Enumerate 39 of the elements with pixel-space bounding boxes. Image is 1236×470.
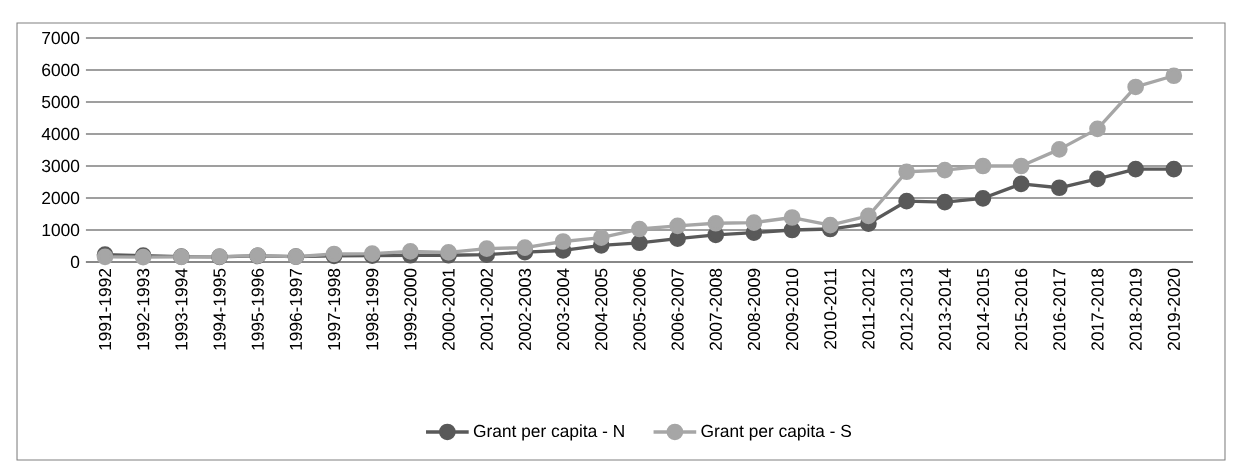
x-tick-label: 2001-2002	[480, 268, 493, 351]
x-tick-label: 2002-2003	[518, 268, 532, 351]
x-tick-label: 1993-1994	[175, 268, 188, 350]
x-tick-label: 2011-2012	[862, 268, 875, 349]
x-tick-label: 1992-1993	[137, 268, 150, 350]
y-tick-label: 7000	[42, 31, 80, 45]
x-tick-label: 2009-2010	[785, 268, 799, 351]
y-tick-label: 6000	[42, 63, 80, 77]
x-tick-label: 2014-2015	[976, 268, 990, 351]
x-tick-label: 2007-2008	[709, 268, 722, 351]
x-tick-label: 2019-2020	[1167, 268, 1180, 351]
x-tick-label: 1996-1997	[289, 268, 302, 350]
x-tick-label: 2012-2013	[900, 268, 913, 351]
x-tick-label: 2017-2018	[1091, 268, 1104, 351]
x-tick-label: 1991-1992	[98, 268, 112, 350]
x-tick-label: 1995-1996	[251, 268, 264, 350]
x-tick-label: 1994-1995	[213, 268, 226, 350]
y-tick-label: 3000	[41, 159, 80, 173]
y-tick-label: 1000	[42, 223, 80, 237]
x-tick-label: 2000-2001	[442, 268, 455, 351]
x-tick-label: 2008-2009	[747, 268, 761, 351]
x-tick-label: 2004-2005	[595, 268, 608, 351]
x-tick-label: 2010-2011	[824, 268, 837, 349]
x-tick-label: 2005-2006	[633, 268, 646, 351]
x-tick-label: 1997-1998	[327, 268, 341, 350]
y-tick-label: 5000	[42, 95, 80, 109]
x-tick-label: 2006-2007	[671, 268, 684, 351]
legend-label: Grant per capita - N	[473, 424, 624, 441]
x-tick-label: 2013-2014	[938, 268, 951, 351]
x-tick-label: 1999-2000	[404, 268, 417, 350]
y-tick-label: 0	[70, 255, 80, 269]
x-tick-label: 1998-1999	[366, 268, 379, 350]
x-tick-label: 2015-2016	[1015, 268, 1028, 351]
y-tick-label: 4000	[41, 127, 80, 141]
x-tick-label: 2003-2004	[556, 268, 570, 351]
x-tick-label: 2018-2019	[1129, 268, 1142, 351]
y-tick-label: 2000	[42, 191, 80, 205]
legend-label: Grant per capita - S	[701, 424, 851, 441]
x-tick-label: 2016-2017	[1053, 268, 1066, 351]
